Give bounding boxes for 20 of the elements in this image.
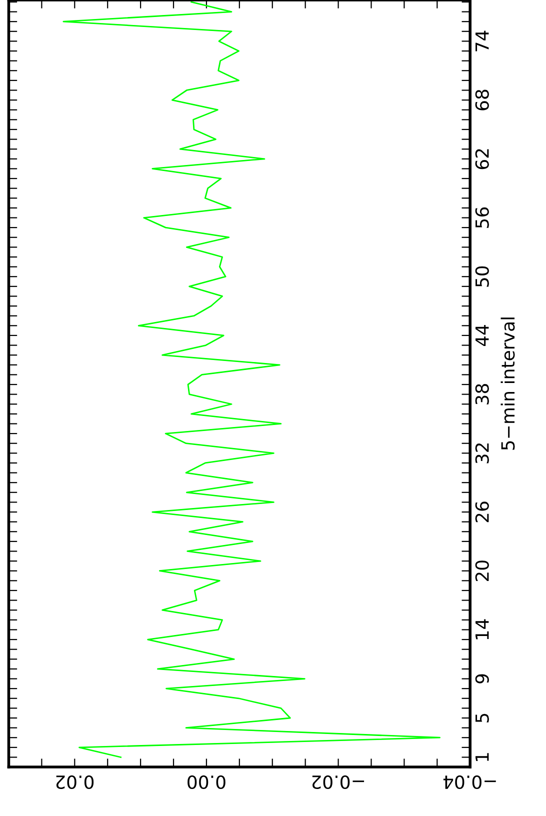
x-tick-label: −0.04 <box>443 775 496 790</box>
x-tick-label: 0.00 <box>188 775 226 790</box>
y-axis-title: 5−min interval <box>500 318 515 450</box>
y-tick-label: 9 <box>475 674 489 684</box>
y-tick-label: 62 <box>475 149 489 170</box>
x-tick-label: 0.02 <box>56 775 94 790</box>
y-tick-label: 14 <box>476 619 489 640</box>
y-tick-label: 20 <box>475 560 489 582</box>
x-tick-label: −0.02 <box>312 775 364 790</box>
y-tick-label: 38 <box>475 384 489 404</box>
y-tick-label: 26 <box>475 502 489 522</box>
y-tick-label: 32 <box>475 443 489 464</box>
y-tick-label: 44 <box>476 324 489 346</box>
y-tick-label: 5 <box>476 714 489 722</box>
line-series <box>62 1 440 758</box>
y-tick-label: 1 <box>476 753 489 761</box>
y-tick-label: 56 <box>475 207 489 228</box>
y-tick-label: 74 <box>476 30 489 52</box>
y-tick-label: 50 <box>475 266 489 287</box>
y-tick-label: 68 <box>475 90 489 110</box>
